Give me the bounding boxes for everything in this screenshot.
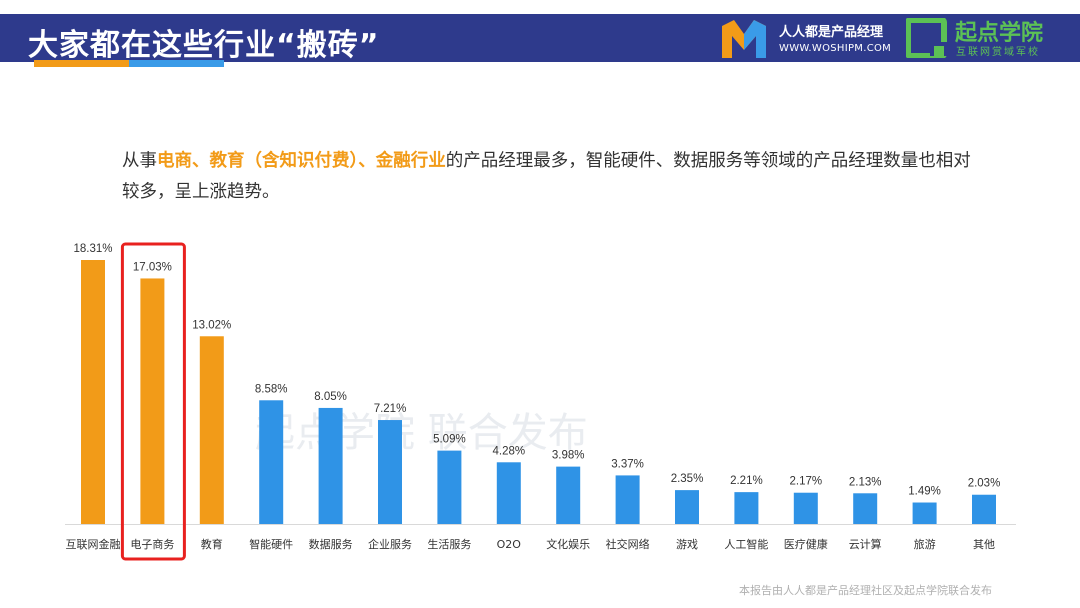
bar-4 <box>318 407 343 524</box>
bar-7 <box>496 462 521 524</box>
bar-10 <box>675 490 699 524</box>
data-label-10: 2.35% <box>671 473 704 485</box>
data-label-7: 4.28% <box>492 445 525 457</box>
category-label-13: 云计算 <box>849 537 882 551</box>
footnote: 本报告由人人都是产品经理社区及起点学院联合发布 <box>739 584 992 597</box>
bar-6 <box>437 450 462 524</box>
data-label-1: 17.03% <box>133 261 172 273</box>
title-bar <box>0 14 705 62</box>
brand1-url: WWW.WOSHIPM.COM <box>779 43 892 54</box>
description-highlight: 电商、教育（含知识付费）、金融行业 <box>157 151 446 171</box>
data-label-14: 1.49% <box>908 486 941 498</box>
category-label-2: 教育 <box>201 537 223 551</box>
category-label-7: O2O <box>497 538 522 551</box>
brand2-subtitle: 互联网赏域军校 <box>956 47 1040 58</box>
bar-2 <box>199 336 224 524</box>
data-label-2: 13.02% <box>192 319 231 331</box>
bar-8 <box>556 466 581 524</box>
woshipm-logo-icon <box>722 20 766 58</box>
bar-0 <box>81 260 105 524</box>
bar-13 <box>853 493 878 524</box>
category-label-9: 社交网络 <box>606 537 650 551</box>
data-label-5: 7.21% <box>374 403 407 415</box>
data-label-13: 2.13% <box>849 476 882 488</box>
category-label-5: 企业服务 <box>368 537 412 551</box>
brand1-name: 人人都是产品经理 <box>779 25 884 40</box>
qidian-logo-icon <box>906 18 948 58</box>
category-label-14: 旅游 <box>914 537 936 551</box>
category-label-4: 数据服务 <box>309 537 353 551</box>
bar-9 <box>615 475 640 524</box>
category-label-3: 智能硬件 <box>249 537 293 551</box>
category-label-10: 游戏 <box>676 538 698 551</box>
brand2-name: 起点学院 <box>955 21 1044 46</box>
data-label-8: 3.98% <box>552 450 585 462</box>
bar-15 <box>972 494 996 524</box>
category-label-12: 医疗健康 <box>784 537 828 551</box>
bar-14 <box>912 502 937 524</box>
bar-11 <box>734 492 759 524</box>
data-label-4: 8.05% <box>314 391 347 403</box>
bar-1 <box>140 278 165 524</box>
data-label-12: 2.17% <box>789 476 822 488</box>
category-label-1: 电子商务 <box>130 537 174 551</box>
watermark: 起点学院 联合发布 <box>255 410 588 456</box>
data-label-3: 8.58% <box>255 383 288 395</box>
bar-5 <box>378 420 402 524</box>
category-label-15: 其他 <box>973 538 995 551</box>
description-part2: 的产品经理最多，智能硬件、数据服务等领域的产品经理数量也相对较多，呈上涨趋势。 <box>122 151 971 202</box>
header: 大家都在这些行业“搬砖” 人人都是产品经理 WWW.WOSHIPM.COM 起点… <box>0 0 1080 67</box>
brand-band <box>705 14 1080 62</box>
data-label-6: 5.09% <box>433 434 466 446</box>
data-label-15: 2.03% <box>968 478 1001 490</box>
category-label-0: 互联网金融 <box>66 537 121 551</box>
description-part1: 从事 <box>122 151 157 171</box>
data-label-9: 3.37% <box>611 458 644 470</box>
bar-3 <box>259 400 284 524</box>
category-label-11: 人工智能 <box>724 537 768 551</box>
title-accent-blue <box>129 60 224 67</box>
highlight-box <box>120 242 186 561</box>
page-title: 大家都在这些行业“搬砖” <box>28 28 380 63</box>
category-label-8: 文化娱乐 <box>546 537 590 551</box>
data-label-0: 18.31% <box>73 243 112 255</box>
bar-12 <box>793 492 818 524</box>
title-accent-orange <box>34 60 129 67</box>
data-label-11: 2.21% <box>730 475 763 487</box>
category-label-6: 生活服务 <box>427 537 471 551</box>
description-text: 从事电商、教育（含知识付费）、金融行业的产品经理最多，智能硬件、数据服务等领域的… <box>122 146 982 208</box>
